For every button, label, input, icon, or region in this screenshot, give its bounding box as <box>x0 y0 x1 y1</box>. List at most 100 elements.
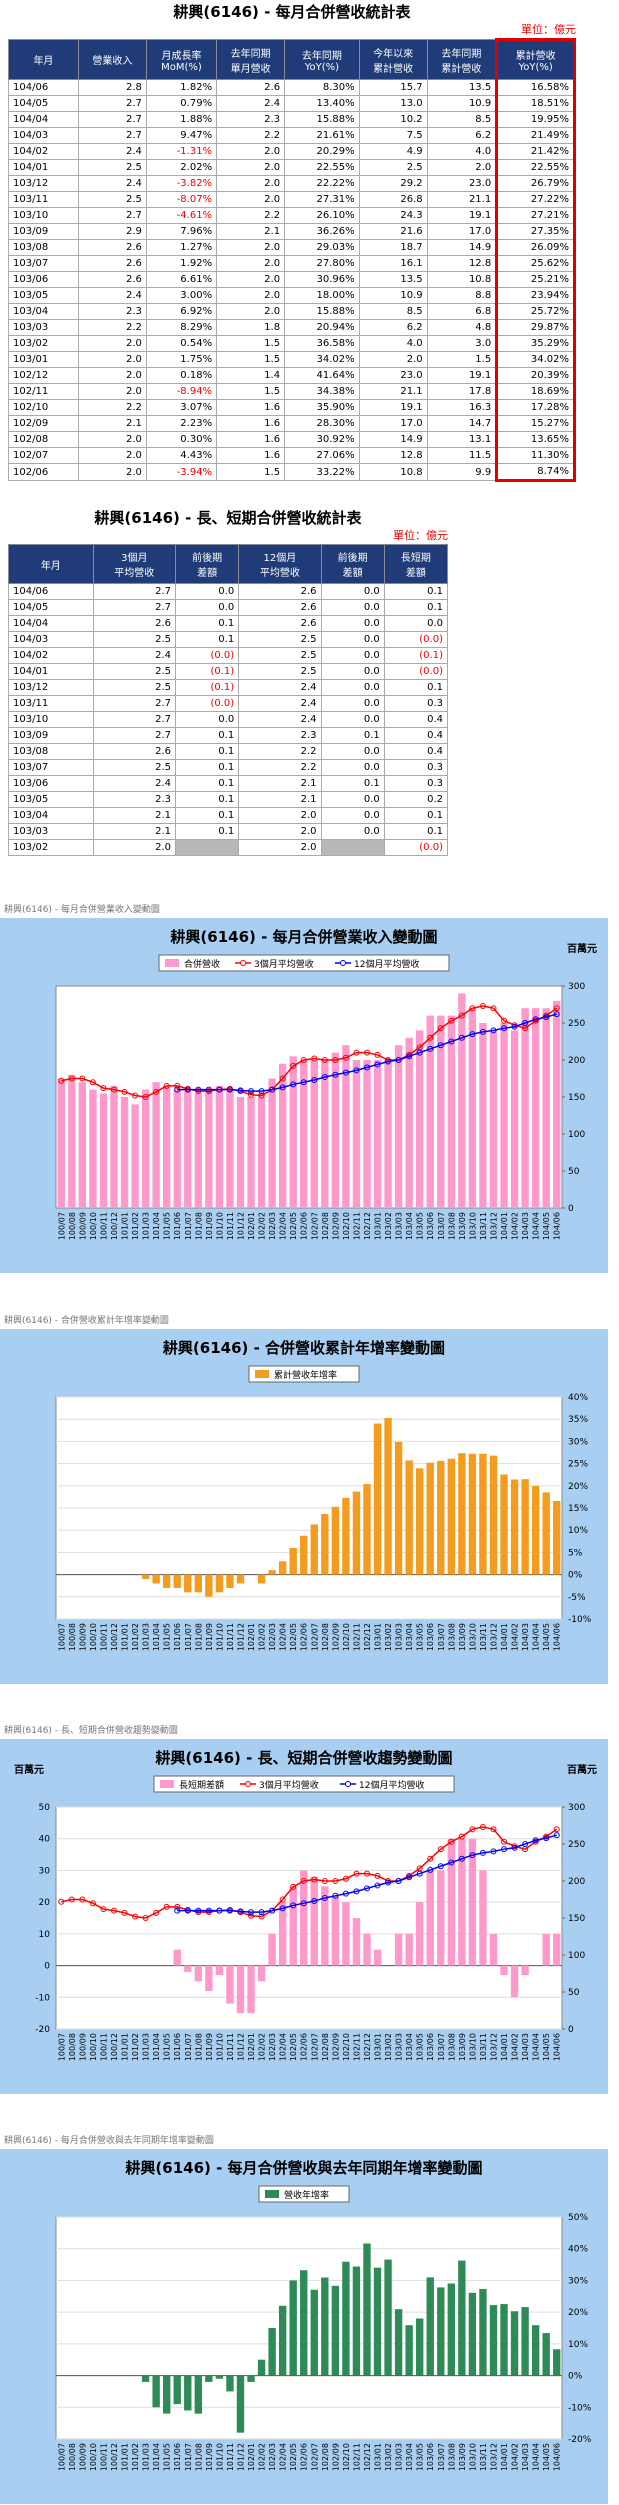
table-cell: 103/06 <box>8 775 94 792</box>
line-marker <box>553 1011 560 1018</box>
bar <box>268 1933 276 1966</box>
x-tick-label: 101/05 <box>163 2033 172 2061</box>
table-cell: 2.2 <box>77 319 147 336</box>
table-cell: 0.30% <box>145 431 218 448</box>
table-cell: 2.4 <box>238 679 322 696</box>
table-cell: 2.3 <box>92 791 176 808</box>
bar <box>468 2292 477 2376</box>
line-marker <box>142 1915 149 1921</box>
y-tick-label: 10 <box>39 1930 51 1940</box>
x-tick-label: 100/08 <box>68 1212 77 1240</box>
bar <box>300 1535 308 1575</box>
table-cell: 21.49% <box>495 127 576 144</box>
header-cell: 累計營收 YoY(%) <box>495 38 576 80</box>
table-cell: 0.0 <box>320 695 385 712</box>
line-marker <box>248 1909 255 1916</box>
x-tick-label: 101/08 <box>194 1212 203 1240</box>
x-tick-label: 100/12 <box>110 1623 119 1651</box>
x-tick-label: 100/08 <box>68 1623 77 1651</box>
y-tick-label: 40% <box>568 2245 588 2255</box>
x-tick-label: 101/11 <box>226 2033 235 2061</box>
bar <box>458 1838 466 1966</box>
x-tick-label: 103/11 <box>479 1623 488 1651</box>
bar <box>342 1497 350 1575</box>
table-cell: (0.1) <box>383 647 449 664</box>
bar <box>447 1458 456 1575</box>
bar <box>194 1574 203 1593</box>
line-marker <box>279 1084 286 1091</box>
y-tick-label: 50% <box>568 2213 588 2223</box>
table-cell: 10.2 <box>358 111 428 128</box>
table-cell: 2.0 <box>92 839 176 856</box>
table-cell: 1.5 <box>426 351 498 368</box>
line-marker <box>416 1049 423 1056</box>
bar <box>542 1008 550 1208</box>
table-cell: -8.94% <box>145 383 218 400</box>
table-cell: 36.58% <box>284 335 360 352</box>
x-tick-label: 101/06 <box>173 1212 182 1240</box>
bar <box>205 1965 213 1991</box>
x-tick-label: 103/05 <box>416 1623 425 1651</box>
line-marker <box>353 1049 360 1056</box>
line-marker <box>311 1897 318 1904</box>
bar <box>468 1453 477 1575</box>
bar <box>468 1838 477 1966</box>
line-marker <box>374 1882 381 1889</box>
table-cell: 1.6 <box>216 447 286 464</box>
table-cell: 8.8 <box>426 287 498 304</box>
table-cell: 2.4 <box>92 647 176 664</box>
y-tick-label: 30% <box>568 2276 588 2286</box>
empty-cell <box>320 839 385 856</box>
header-cell: 前後期 差額 <box>320 544 385 584</box>
x-tick-label: 104/04 <box>532 1623 541 1651</box>
x-tick-label: 101/12 <box>236 2443 245 2471</box>
table-row: 104/03 2.5 0.1 2.5 0.0 (0.0) <box>8 631 449 648</box>
x-tick-label: 102/09 <box>331 2443 340 2471</box>
chart-title: 耕興(6146) - 合併營收累計年增率變動圖 <box>163 1339 445 1357</box>
x-tick-label: 103/03 <box>395 2443 404 2471</box>
y-tick-label: 0% <box>568 1571 583 1581</box>
x-tick-label: 102/05 <box>289 1212 298 1240</box>
x-tick-label: 103/12 <box>489 1212 498 1240</box>
bar <box>373 2267 382 2376</box>
legend-marker <box>340 960 346 966</box>
table-cell: 18.51% <box>495 95 576 112</box>
bar <box>521 1479 529 1575</box>
table-cell: 2.0 <box>216 191 286 208</box>
table-cell: 103/11 <box>8 695 94 712</box>
table-cell: 103/08 <box>8 743 94 760</box>
legend-label: 3個月平均營收 <box>259 1779 319 1791</box>
x-tick-label: 104/03 <box>521 2033 530 2061</box>
table-title: 耕興(6146) - 長、短期合併營收統計表 <box>94 509 362 527</box>
x-tick-label: 101/07 <box>184 1623 193 1651</box>
table-cell: 23.0 <box>358 367 428 384</box>
header-cell: 年月 <box>8 39 79 80</box>
table-row: 103/08 2.6 1.27% 2.0 29.03% 18.7 14.9 26.09% <box>8 239 576 256</box>
x-tick-label: 103/06 <box>426 1623 435 1651</box>
line-marker <box>279 1905 286 1912</box>
bar <box>162 1574 171 1588</box>
line-marker <box>479 1849 486 1856</box>
x-tick-label: 102/04 <box>279 1212 288 1240</box>
table-row: 104/04 2.6 0.1 2.6 0.0 0.0 <box>8 615 449 632</box>
bar <box>521 2307 529 2376</box>
x-tick-label: 100/10 <box>89 1623 98 1651</box>
table-cell: 19.1 <box>426 207 498 224</box>
table-cell: 28.30% <box>284 415 360 432</box>
x-tick-label: 103/08 <box>447 2033 456 2061</box>
x-tick-label: 103/02 <box>384 2033 393 2061</box>
table-cell: 1.5 <box>216 463 286 481</box>
bar <box>184 1965 192 1972</box>
table-cell: 0.1 <box>174 615 240 632</box>
x-tick-label: 101/10 <box>215 2033 224 2061</box>
bar <box>215 1574 224 1593</box>
bar <box>479 1870 487 1966</box>
table-cell: 2.0 <box>216 255 286 272</box>
line-marker <box>448 1838 455 1845</box>
line-marker <box>174 1086 181 1093</box>
y-tick-label: 200 <box>568 1056 585 1066</box>
x-tick-label: 103/01 <box>374 2443 383 2471</box>
table-row: 104/06 2.8 1.82% 2.6 8.30% 15.7 13.5 16.58% <box>8 79 576 96</box>
bar <box>226 2375 234 2392</box>
table-cell: 24.3 <box>358 207 428 224</box>
